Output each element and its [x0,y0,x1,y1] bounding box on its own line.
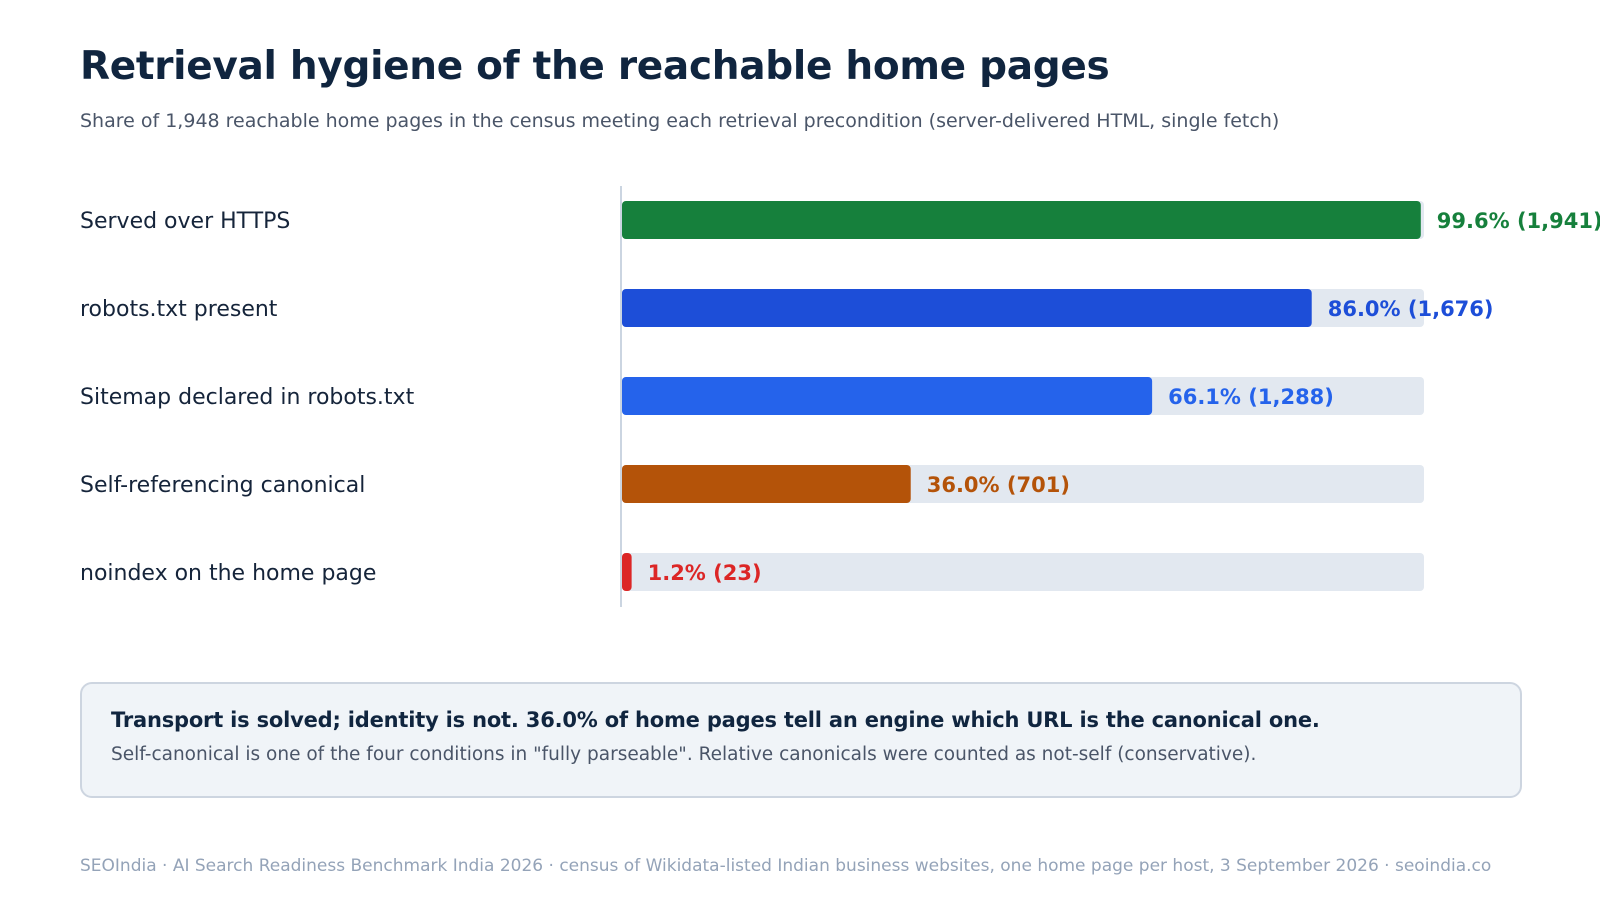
bar [622,553,632,591]
data-label: 1.2% (23) [648,561,762,585]
source-footer: SEOIndia · AI Search Readiness Benchmark… [80,856,1492,876]
bar [622,465,911,503]
category-label: Sitemap declared in robots.txt [80,385,415,410]
data-label: 66.1% (1,288) [1168,385,1334,409]
bar [622,377,1153,415]
chart-subtitle: Share of 1,948 reachable home pages in t… [80,110,1280,132]
data-label: 36.0% (701) [927,473,1070,497]
bar [622,201,1421,239]
category-label: robots.txt present [80,297,278,322]
callout-title: Transport is solved; identity is not. 36… [111,708,1320,732]
bar [622,289,1312,327]
callout-text: Self-canonical is one of the four condit… [111,744,1257,765]
data-label: 86.0% (1,676) [1328,297,1494,321]
category-label: Served over HTTPS [80,209,290,234]
category-label: noindex on the home page [80,561,376,586]
bar-chart: Served over HTTPS 99.6% (1,941) robots.txt… [80,186,1600,607]
category-label: Self-referencing canonical [80,473,365,498]
bar-track [622,553,1424,591]
data-label: 99.6% (1,941) [1437,209,1600,233]
insight-callout: Transport is solved; identity is not. 36… [80,682,1522,798]
chart-title: Retrieval hygiene of the reachable home … [80,44,1110,89]
